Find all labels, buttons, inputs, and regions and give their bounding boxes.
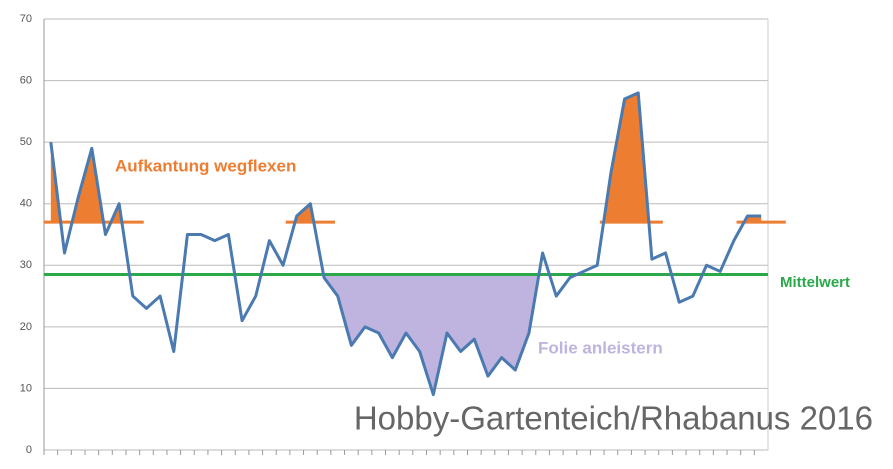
chart-title: Hobby-Gartenteich/Rhabanus 2016 [354, 400, 873, 437]
highlight-area [597, 92, 652, 223]
y-tick-label: 20 [20, 321, 32, 333]
y-tick-label: 10 [20, 382, 32, 394]
annotation-label: Folie anleistern [538, 338, 663, 357]
highlight-area [283, 203, 325, 223]
y-tick-label: 70 [20, 13, 32, 25]
y-tick-label: 50 [20, 136, 32, 148]
y-tick-label: 40 [20, 198, 32, 210]
data-line [49, 91, 762, 397]
y-tick-label: 30 [20, 259, 32, 271]
annotation-label: Aufkantung wegflexen [115, 156, 296, 175]
highlight-area [733, 216, 762, 223]
highlight-area [50, 142, 133, 223]
y-tick-label: 0 [26, 444, 32, 456]
y-tick-label: 60 [20, 74, 32, 86]
annotation-label: Mittelwert [780, 274, 850, 291]
highlight-area [310, 274, 543, 395]
